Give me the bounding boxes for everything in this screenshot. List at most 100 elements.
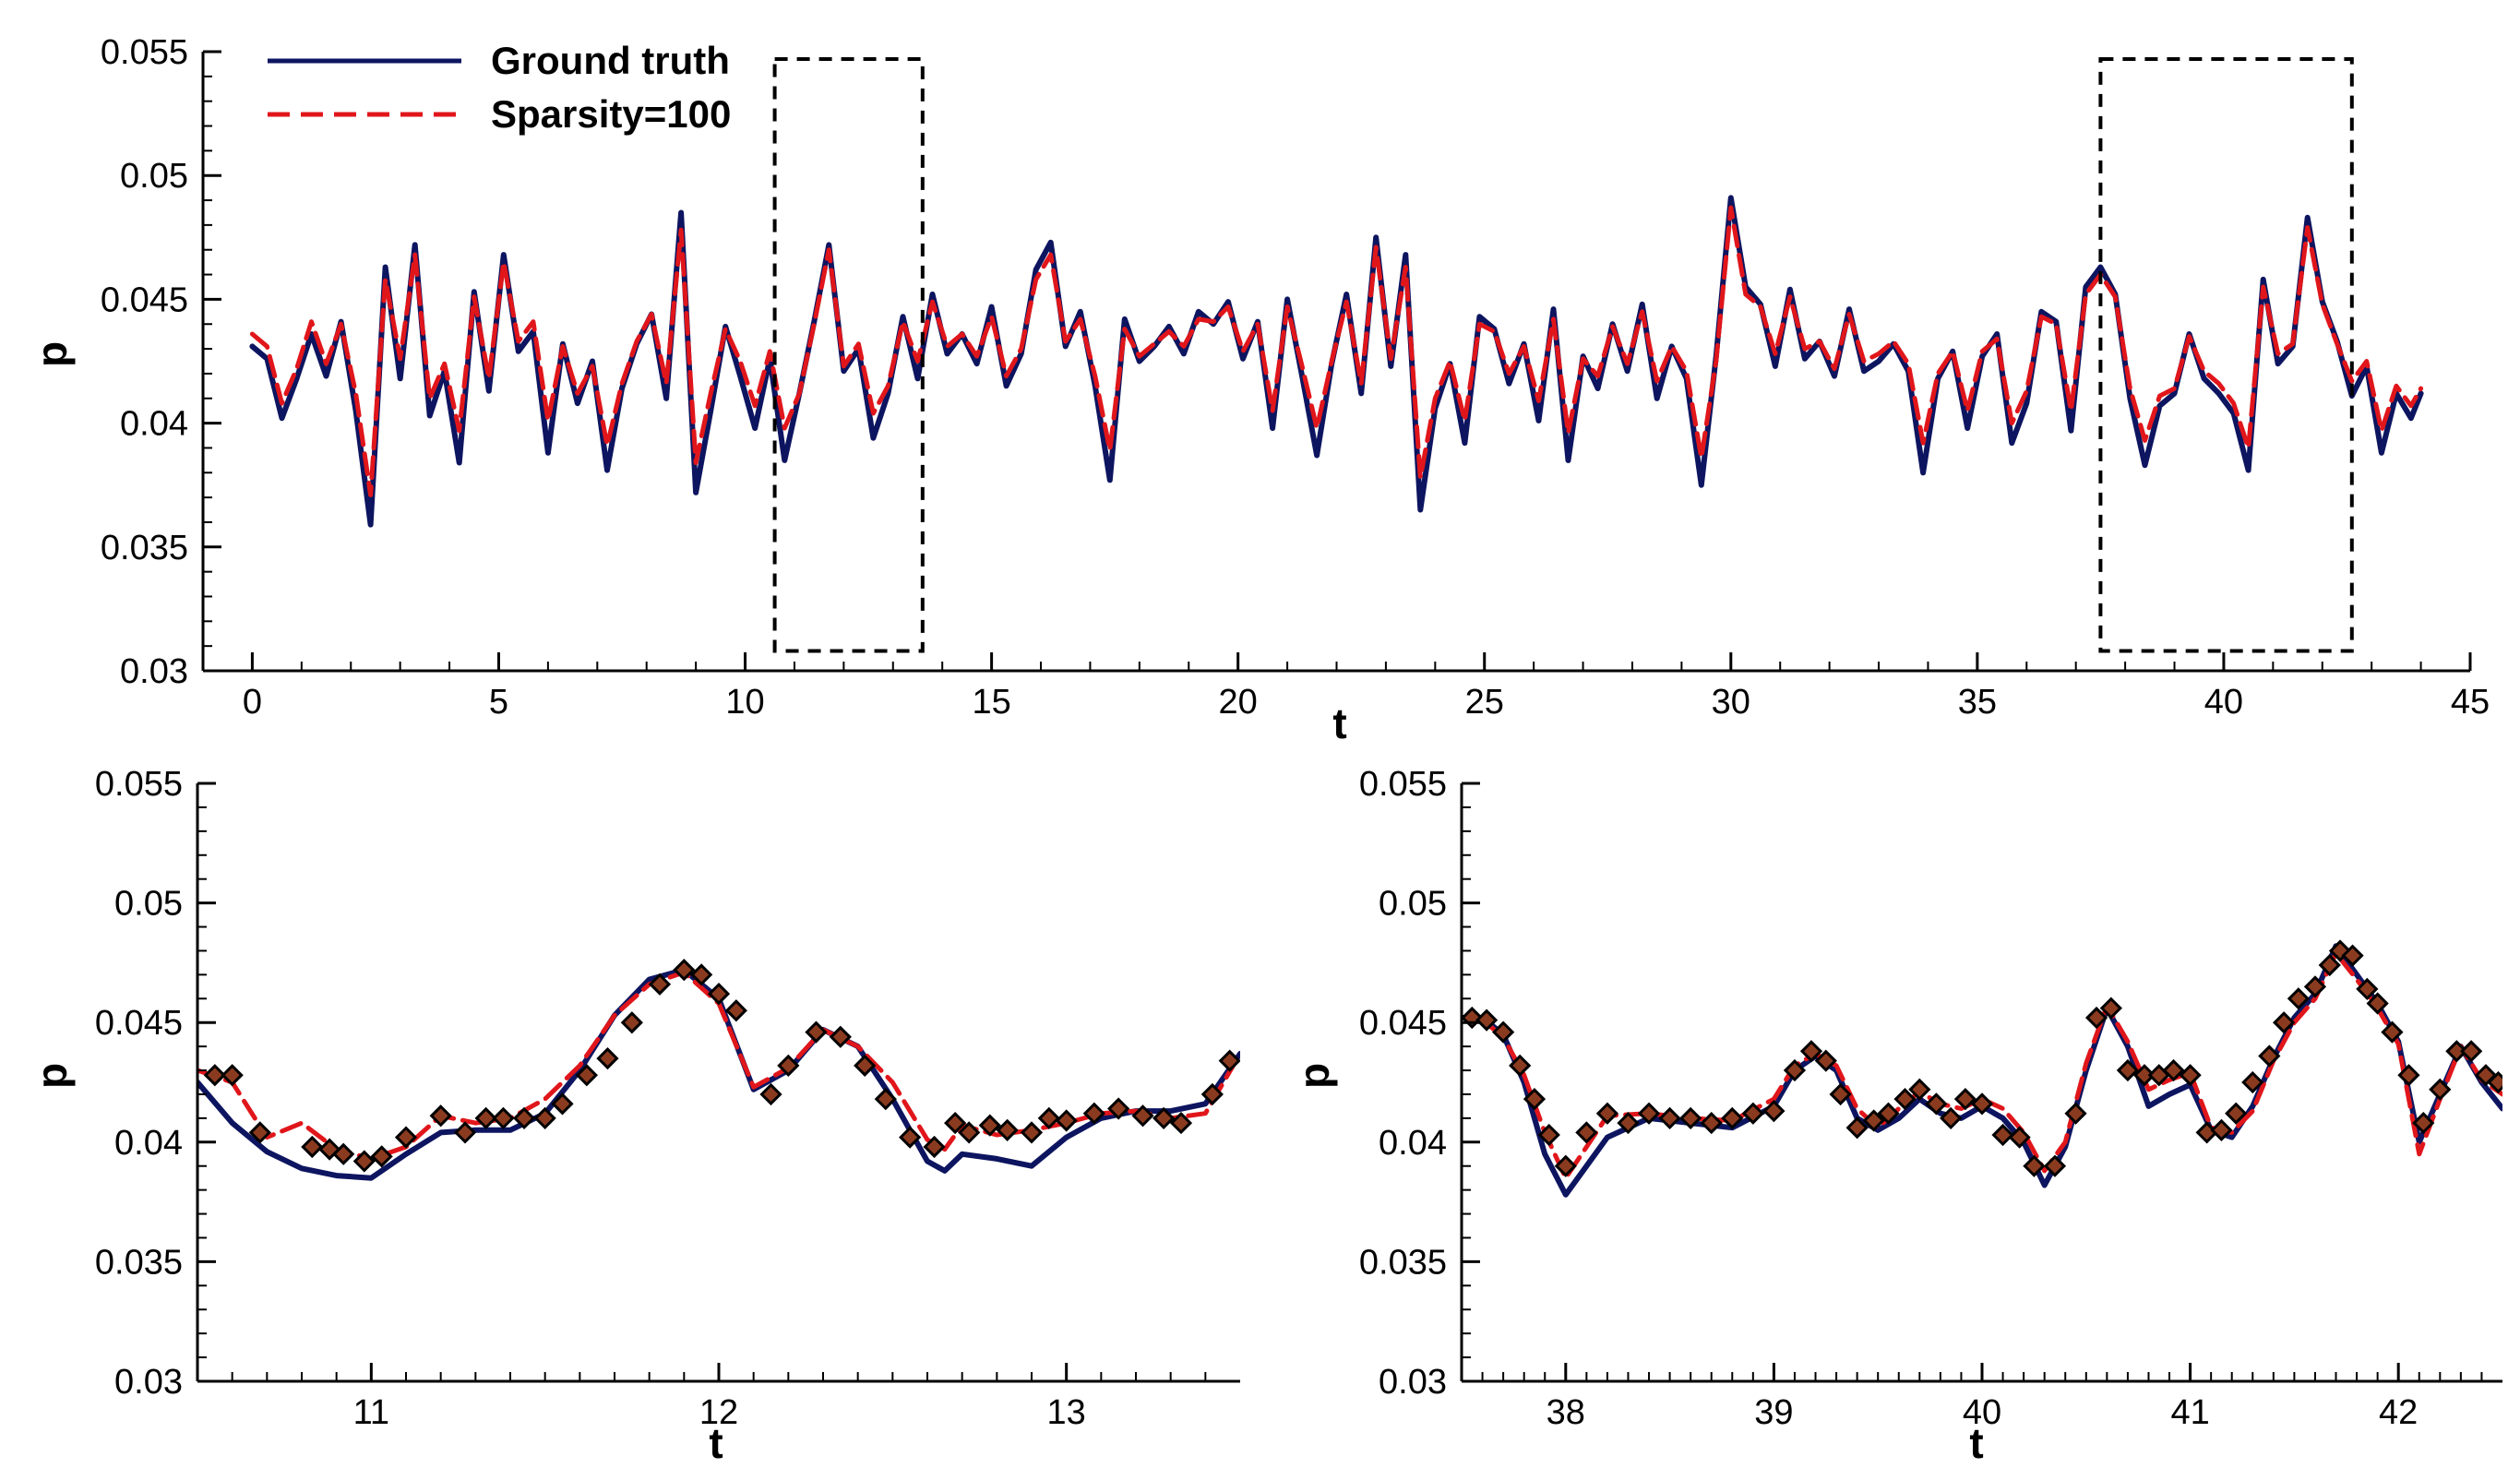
zoom-left-y-tick-label: 0.035: [95, 1243, 183, 1282]
zoom-left-y-tick-label: 0.05: [114, 885, 183, 924]
zoom-right-y-tick-label: 0.04: [1379, 1124, 1447, 1163]
zoom-left-sample-marker: [1082, 1102, 1105, 1125]
zoom-left-sample-marker: [453, 1121, 477, 1144]
overview-panel: 0.03 0.035 0.04 0.045 0.05 0.055 0 5 10 15 20 25 30 3…: [28, 33, 2490, 747]
zoom-right-sample-marker: [2023, 1154, 2046, 1177]
zoom-right-sample-marker: [1475, 1009, 1499, 1032]
zoom-left-sample-marker: [777, 1054, 800, 1077]
zoom-left-sample-marker: [707, 982, 731, 1006]
zoom-right-y-tick-label: 0.045: [1359, 1004, 1447, 1043]
zoom-right-sample-marker: [2445, 1040, 2468, 1063]
zoom-right-sample-marker: [1537, 1123, 1560, 1147]
zoom-right-sample-marker: [1679, 1106, 1702, 1130]
overview-x-tick-label: 5: [489, 683, 508, 722]
zoom-left-sample-marker: [332, 1142, 355, 1165]
zoom-right-y-axis-title: p: [1290, 1063, 1338, 1089]
zoom-left-sample-marker: [648, 973, 672, 996]
zoom-box: [2098, 57, 2354, 653]
zoom-left-sample-marker: [620, 1011, 643, 1034]
zoom-right-sample-marker: [1799, 1040, 1823, 1063]
zoom-box: [772, 57, 925, 653]
zoom-right-sample-marker: [1953, 1088, 1977, 1111]
zoom-right-sample-marker: [1925, 1092, 1948, 1116]
zoom-right-sample-marker: [2210, 1118, 2233, 1141]
zoom-left-sample-marker: [512, 1106, 536, 1130]
zoom-left-y-axis-title: p: [28, 1063, 76, 1089]
zoom-right-sample-marker: [2179, 1064, 2202, 1087]
zoom-left-sample-marker: [492, 1106, 515, 1130]
zoom-left-sample-marker: [673, 959, 696, 982]
zoom-right-sample-marker: [1637, 1102, 1661, 1125]
overview-plot-area: [249, 195, 2424, 528]
zoom-right-sample-marker: [2381, 1020, 2404, 1044]
zoom-right-sample-marker: [1509, 1054, 1532, 1077]
zoom-left-sample-marker: [248, 1121, 271, 1144]
zoom-right-sample-marker: [1893, 1088, 1917, 1111]
zoom-right-y-tick-label: 0.055: [1359, 765, 1447, 804]
zoom-right-sample-marker: [2084, 1006, 2108, 1030]
zoom-right-sample-marker: [1595, 1102, 1619, 1125]
overview-y-tick-label: 0.055: [101, 33, 188, 72]
zoom-left-sample-marker: [759, 1082, 782, 1106]
zoom-right-sample-marker: [2043, 1154, 2067, 1177]
zoom-right-sample-marker: [1700, 1111, 1723, 1135]
zoom-left-sample-marker: [551, 1092, 574, 1116]
zoom-left-sample-marker: [1169, 1111, 1193, 1135]
zoom-left-x-tick-label: 11: [353, 1393, 389, 1432]
zoom-left-sample-marker: [221, 1064, 244, 1087]
zoom-right-y-tick-label: 0.035: [1359, 1243, 1447, 1282]
zoom-left-sample-marker: [203, 1064, 226, 1087]
zoom-right-ground-truth-line: [1462, 943, 2502, 1198]
overview-ground-truth-line: [249, 195, 2424, 528]
overview-legend: Ground truth Sparsity=100: [268, 39, 731, 136]
zoom-right-sample-marker: [2356, 977, 2379, 1001]
zoom-left-series-group: [197, 959, 1240, 1181]
zoom-right-x-tick-label: 41: [2170, 1393, 2209, 1432]
zoom-right-sample-marker: [1845, 1116, 1869, 1140]
legend-sparsity-label: Sparsity=100: [491, 92, 731, 136]
overview-axes: 0.03 0.035 0.04 0.045 0.05 0.055 0 5 10 15 20 25 30 3…: [101, 33, 2490, 722]
zoom-left-sample-marker: [944, 1111, 967, 1135]
overview-x-tick-label: 35: [1958, 683, 1997, 722]
zoom-right-sample-marker: [2272, 1011, 2296, 1034]
zoom-right-sample-marker: [1721, 1106, 1744, 1130]
zoom-right-sample-marker: [1814, 1049, 1837, 1072]
zoom-right-sample-marker: [2008, 1126, 2031, 1149]
legend-ground-truth-label: Ground truth: [491, 39, 730, 82]
zoom-left-sample-marker: [394, 1126, 418, 1149]
zoom-left-x-tick-label: 13: [1047, 1393, 1086, 1432]
zoom-left-sample-marker: [1200, 1082, 1224, 1106]
zoom-right-series-group: [1462, 939, 2502, 1198]
zoom-right-sample-marker: [2397, 1064, 2420, 1087]
zoom-right-sample-marker: [2099, 997, 2122, 1020]
zoom-left-sample-marker: [724, 999, 747, 1022]
zoom-right-sample-marker: [1829, 1082, 1852, 1106]
overview-x-tick-label: 30: [1712, 683, 1750, 722]
zoom-right-x-tick-label: 40: [1963, 1393, 2001, 1432]
zoom-left-y-tick-label: 0.03: [114, 1363, 183, 1402]
zoom-right-sample-marker: [2303, 975, 2327, 998]
zoom-left-panel: 0.03 0.035 0.04 0.045 0.05 0.055 11 12 13 t p: [28, 765, 1240, 1467]
zoom-right-sample-marker: [2287, 987, 2311, 1010]
zoom-right-sample-marker: [2487, 1070, 2502, 1094]
zoom-left-sample-marker: [429, 1104, 452, 1128]
overview-x-tick-label: 40: [2204, 683, 2243, 722]
zoom-right-sample-marker: [1970, 1092, 1994, 1116]
zoom-left-sample-marker: [370, 1145, 393, 1168]
zoom-right-sample-marker: [1462, 1006, 1484, 1030]
zoom-left-sample-marker: [533, 1106, 556, 1130]
overview-x-tick-label: 25: [1465, 683, 1504, 722]
zoom-left-sample-marker: [854, 1054, 877, 1077]
overview-series-group: [249, 195, 2424, 528]
overview-x-axis-title: t: [1332, 699, 1346, 747]
overview-x-tick-label: 0: [243, 683, 262, 722]
zoom-left-x-axis-title: t: [709, 1419, 723, 1467]
zoom-right-sample-marker: [1762, 1099, 1785, 1123]
zoom-left-sample-marker: [1107, 1097, 1130, 1120]
overview-y-axis-title: p: [28, 341, 76, 367]
zoom-right-sample-marker: [1783, 1058, 1807, 1082]
zoom-left-plot-area: [197, 959, 1240, 1181]
zoom-right-sample-marker: [1554, 1154, 1577, 1177]
